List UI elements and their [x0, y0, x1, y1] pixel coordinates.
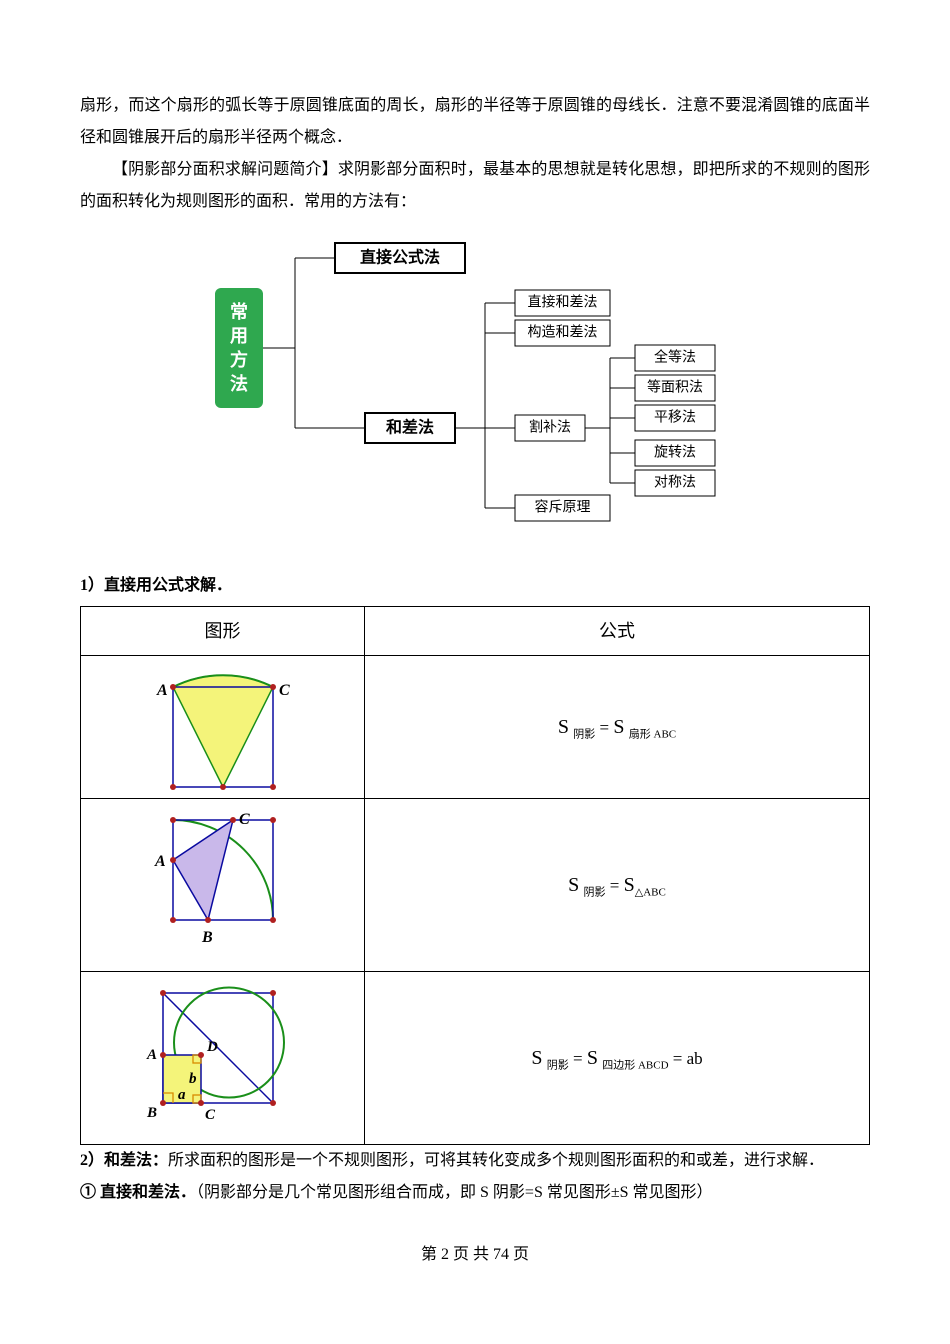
svg-text:旋转法: 旋转法	[654, 445, 696, 461]
svg-text:和差法: 和差法	[386, 418, 434, 437]
section2-sub1-title: ① 直接和差法．	[80, 1184, 196, 1201]
shape-row2: A C B	[81, 799, 365, 972]
svg-text:割补法: 割补法	[529, 419, 571, 436]
section1-title: 1）直接用公式求解．	[80, 570, 870, 602]
svg-text:B: B	[201, 929, 213, 946]
formula-row2: S 阴影 = S△ABC	[365, 799, 870, 972]
svg-text:A: A	[156, 682, 168, 699]
svg-text:A: A	[154, 853, 166, 870]
svg-text:平移法: 平移法	[654, 410, 696, 426]
svg-text:B: B	[146, 1105, 157, 1121]
svg-text:C: C	[239, 811, 250, 828]
svg-text:全等法: 全等法	[654, 349, 696, 366]
section1-title-text: 1）直接用公式求解．	[80, 577, 232, 594]
page-footer: 第 2 页 共 74 页	[80, 1239, 870, 1271]
header-shape: 图形	[81, 607, 365, 656]
svg-text:C: C	[279, 682, 290, 699]
svg-text:方: 方	[230, 349, 248, 370]
svg-text:a: a	[178, 1087, 186, 1103]
svg-text:A: A	[146, 1047, 157, 1063]
svg-text:D: D	[206, 1039, 218, 1055]
shape-row3: A B C Dab	[81, 972, 365, 1145]
paragraph-intro: 【阴影部分面积求解问题简介】求阴影部分面积时，最基本的思想就是转化思想，即把所求…	[80, 154, 870, 218]
section2-title: 2）和差法：	[80, 1152, 168, 1169]
section2-line2: ① 直接和差法．（阴影部分是几个常见图形组合而成，即 S 阴影=S 常见图形±S…	[80, 1177, 870, 1209]
svg-text:法: 法	[230, 373, 248, 394]
shape-row1: ACB	[81, 656, 365, 799]
methods-diagram: 常用方法 直接公式法和差法 直接和差法构造和差法割补法容斥原理 全等法等面积法平移法旋…	[215, 238, 735, 540]
svg-text:容斥原理: 容斥原理	[535, 499, 591, 516]
svg-text:b: b	[189, 1071, 197, 1087]
formula-table: 图形 公式 A C B S 阴影 = S 扇形 ABC A C B S 阴影 = S△A…	[80, 606, 870, 1145]
svg-text:直接公式法: 直接公式法	[360, 248, 440, 267]
section2-sub1-text: （阴影部分是几个常见图形组合而成，即 S 阴影=S 常见图形±S 常见图形）	[196, 1184, 713, 1201]
section2-line1: 2）和差法：所求面积的图形是一个不规则图形，可将其转化变成多个规则图形面积的和或…	[80, 1145, 870, 1177]
svg-text:等面积法: 等面积法	[647, 379, 703, 396]
section2-text1: 所求面积的图形是一个不规则图形，可将其转化变成多个规则图形面积的和或差，进行求解…	[168, 1152, 824, 1169]
svg-text:构造和差法: 构造和差法	[528, 325, 598, 341]
paragraph-cone: 扇形，而这个扇形的弧长等于原圆锥底面的周长，扇形的半径等于原圆锥的母线长．注意不…	[80, 90, 870, 154]
svg-text:直接和差法: 直接和差法	[528, 294, 598, 311]
svg-text:对称法: 对称法	[654, 475, 696, 491]
formula-row3: S 阴影 = S 四边形 ABCD = ab	[365, 972, 870, 1145]
formula-row1: S 阴影 = S 扇形 ABC	[365, 656, 870, 799]
svg-text:用: 用	[230, 326, 248, 346]
svg-text:C: C	[205, 1107, 216, 1123]
svg-text:常: 常	[230, 301, 248, 322]
header-formula: 公式	[365, 607, 870, 656]
